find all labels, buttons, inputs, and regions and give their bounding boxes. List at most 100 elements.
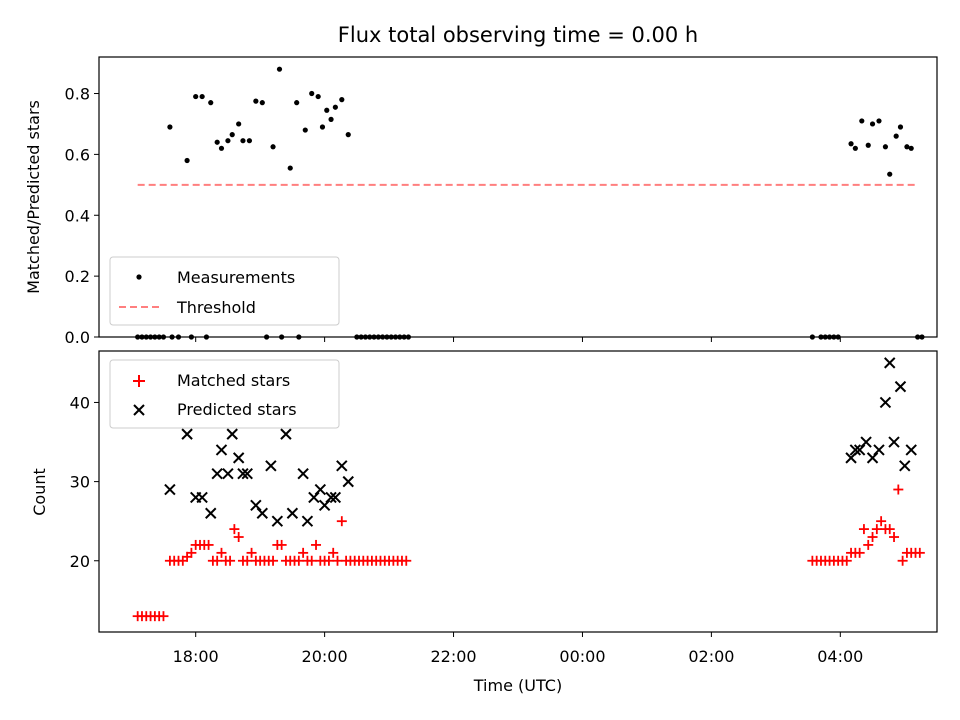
matched-star-point (893, 484, 904, 495)
measurement-point (852, 145, 858, 151)
figure-title: Flux total observing time = 0.00 h (338, 23, 698, 47)
top-y-axis-label: Matched/Predicted stars (24, 100, 43, 294)
predicted-star-point (905, 444, 917, 456)
legend-label-matched: Matched stars (177, 371, 290, 390)
bottom-axes-frame (98, 350, 938, 633)
predicted-star-point (866, 452, 879, 464)
measurement-point (328, 116, 334, 122)
predicted-star-point (308, 491, 320, 504)
legend-marker-predicted (133, 404, 145, 416)
x-tick-label: 00:00 (559, 647, 605, 666)
predicted-star-point (237, 467, 249, 480)
predicted-star-point (853, 444, 866, 456)
predicted-star-point (899, 460, 911, 472)
x-tick-label: 02:00 (688, 647, 734, 666)
measurement-point (339, 97, 345, 103)
bottom-y-tick-label: 30 (70, 473, 90, 492)
predicted-star-point (888, 436, 900, 448)
predicted-star-point (226, 428, 238, 440)
measurement-point (865, 142, 871, 148)
predicted-star-point (879, 396, 892, 409)
bottom-y-axis-label: Count (30, 468, 49, 516)
top-legend-box (109, 256, 340, 326)
matched-star-point (216, 547, 227, 558)
matched-star-point (276, 539, 287, 550)
matched-star-point (311, 539, 322, 550)
predicted-star-point (265, 460, 277, 472)
predicted-star-point (280, 428, 292, 440)
measurement-point (208, 100, 214, 106)
measurement-point (302, 127, 308, 133)
matched-star-point (914, 547, 925, 558)
measurement-point (167, 124, 173, 130)
predicted-star-point (232, 452, 245, 464)
predicted-star-point (215, 444, 228, 456)
top-y-tick-label: 0.2 (65, 267, 90, 286)
matched-star-point (889, 532, 900, 543)
matched-star-point (212, 555, 223, 566)
x-tick-label: 04:00 (817, 647, 863, 666)
top-y-tick-label: 0.6 (65, 145, 90, 164)
top-y-tick-label: 0.4 (65, 206, 90, 225)
measurement-point (869, 121, 876, 127)
measurement-point (193, 93, 199, 100)
predicted-star-point (325, 491, 337, 504)
matched-star-point (233, 532, 244, 543)
predicted-star-point (342, 475, 354, 488)
measurement-point (882, 144, 889, 150)
matched-star-point (871, 524, 882, 535)
measurement-point (309, 90, 315, 97)
measurement-point (236, 121, 242, 127)
matched-star-point (293, 555, 304, 566)
predicted-star-point (250, 499, 262, 512)
matched-star-point (841, 555, 852, 566)
matched-star-point (246, 547, 257, 558)
matched-star-point (242, 555, 253, 566)
measurement-point (225, 138, 231, 144)
measurement-point (332, 104, 338, 110)
predicted-star-point (301, 515, 314, 527)
matched-star-point (884, 524, 895, 535)
legend-label-predicted: Predicted stars (177, 400, 297, 419)
matched-star-point (225, 555, 236, 566)
predicted-star-point (314, 483, 327, 496)
x-axis-label: Time (UTC) (473, 676, 562, 695)
predicted-star-point (894, 380, 907, 393)
bottom-legend: Matched stars Predicted stars (109, 359, 340, 429)
measurement-point (319, 124, 326, 130)
measurement-point (229, 132, 235, 138)
measurement-point (908, 145, 914, 151)
top-y-tick-label: 0.8 (65, 85, 90, 104)
matched-star-point (401, 555, 412, 566)
matched-star-point (867, 532, 878, 543)
matched-star-point (298, 547, 309, 558)
matched-star-point (863, 539, 874, 550)
measurement-point (199, 93, 205, 100)
predicted-star-point (222, 467, 234, 480)
measurement-point (294, 100, 300, 106)
measurement-point (276, 66, 283, 72)
x-tick-label: 22:00 (430, 647, 476, 666)
matched-star-point (268, 555, 279, 566)
legend-label-measurements: Measurements (177, 268, 295, 287)
top-y-tick-label: 0.0 (65, 328, 90, 347)
bottom-y-tick-label: 20 (70, 552, 90, 571)
measurement-point (315, 93, 321, 100)
bottom-panel: 20 30 40 18:00 20:00 22:00 00:00 02:00 04:00 Cou… (30, 350, 938, 695)
predicted-star-point (164, 483, 176, 496)
predicted-star-point (286, 507, 299, 519)
matched-star-point (876, 516, 887, 527)
measurement-point (848, 141, 854, 147)
predicted-star-point (873, 444, 885, 456)
measurement-point (324, 107, 330, 113)
x-tick-label: 18:00 (173, 647, 219, 666)
measurement-point (876, 118, 882, 124)
measurement-point (184, 157, 190, 164)
predicted-star-point (196, 491, 208, 504)
legend-marker-measurements (136, 274, 142, 280)
predicted-star-point (205, 507, 217, 519)
predicted-star-point (329, 491, 342, 504)
measurement-point (270, 144, 276, 150)
predicted-star-point (181, 428, 193, 440)
measurement-point (904, 144, 910, 150)
